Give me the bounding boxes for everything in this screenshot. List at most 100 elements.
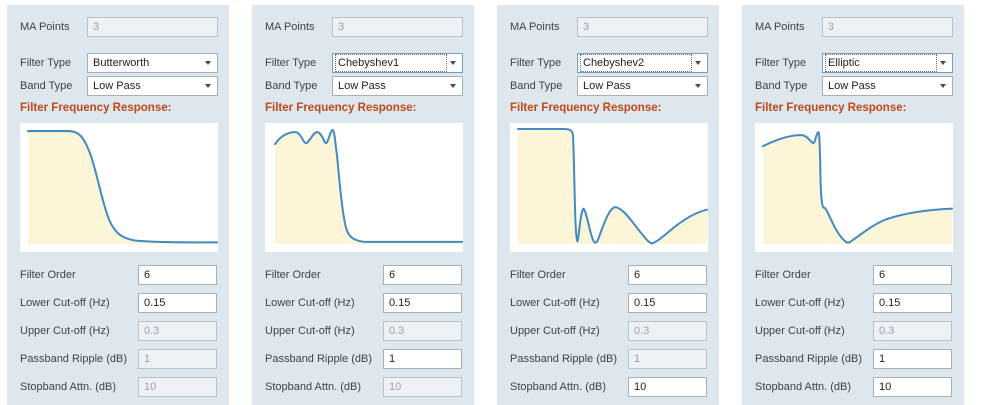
filter-type-value: Elliptic: [825, 54, 937, 72]
filter-panel-chebyshev2: MA Points Filter Type Chebyshev2 Band Ty…: [497, 5, 719, 405]
upper-cutoff-label: Upper Cut-off (Hz): [755, 325, 845, 337]
chevron-down-icon[interactable]: [446, 55, 460, 71]
stopband-attn-row: Stopband Attn. (dB): [20, 377, 218, 397]
chevron-down-icon[interactable]: [691, 55, 705, 71]
band-type-value: Low Pass: [338, 80, 386, 92]
filter-panel-chebyshev1: MA Points Filter Type Chebyshev1 Band Ty…: [252, 5, 474, 405]
filter-order-input[interactable]: [138, 265, 217, 285]
passband-ripple-input: [138, 349, 217, 369]
ma-points-label: MA Points: [510, 21, 560, 33]
band-type-label: Band Type: [265, 80, 318, 92]
upper-cutoff-row: Upper Cut-off (Hz): [20, 321, 218, 341]
band-type-value: Low Pass: [828, 80, 876, 92]
stopband-attn-label: Stopband Attn. (dB): [510, 381, 607, 393]
upper-cutoff-input: [138, 321, 217, 341]
frequency-response-header: Filter Frequency Response:: [20, 102, 172, 114]
response-area-fill: [275, 130, 462, 244]
ma-points-input: [332, 17, 463, 37]
passband-ripple-label: Passband Ripple (dB): [265, 353, 373, 365]
chevron-down-icon[interactable]: [936, 78, 950, 94]
filter-type-select[interactable]: Elliptic: [822, 53, 953, 73]
lower-cutoff-row: Lower Cut-off (Hz): [20, 293, 218, 313]
filter-type-row: Filter Type Butterworth: [20, 53, 218, 73]
ma-points-row: MA Points: [510, 17, 708, 37]
chevron-down-icon[interactable]: [691, 78, 705, 94]
response-curve: [274, 129, 463, 243]
band-type-label: Band Type: [510, 80, 563, 92]
filter-panel-butterworth: MA Points Filter Type Butterworth Band T…: [7, 5, 229, 405]
passband-ripple-row: Passband Ripple (dB): [20, 349, 218, 369]
ma-points-input: [577, 17, 708, 37]
band-type-row: Band Type Low Pass: [510, 76, 708, 96]
band-type-select[interactable]: Low Pass: [332, 76, 463, 96]
stopband-attn-input: [383, 377, 462, 397]
filter-type-label: Filter Type: [20, 57, 72, 69]
filter-type-select[interactable]: Chebyshev1: [332, 53, 463, 73]
lower-cutoff-label: Lower Cut-off (Hz): [755, 297, 845, 309]
filter-order-input[interactable]: [873, 265, 952, 285]
frequency-response-chart: [265, 123, 463, 252]
band-type-label: Band Type: [20, 80, 73, 92]
band-type-select[interactable]: Low Pass: [87, 76, 218, 96]
lower-cutoff-input[interactable]: [383, 293, 462, 313]
filter-type-label: Filter Type: [755, 57, 807, 69]
frequency-response-chart: [755, 123, 953, 252]
filter-type-row: Filter Type Chebyshev2: [510, 53, 708, 73]
passband-ripple-label: Passband Ripple (dB): [20, 353, 128, 365]
passband-ripple-input: [628, 349, 707, 369]
response-curve: [517, 128, 708, 245]
stopband-attn-label: Stopband Attn. (dB): [265, 381, 362, 393]
frequency-response-header: Filter Frequency Response:: [755, 102, 907, 114]
lower-cutoff-row: Lower Cut-off (Hz): [265, 293, 463, 313]
upper-cutoff-input: [383, 321, 462, 341]
filter-panel-elliptic: MA Points Filter Type Elliptic Band Type…: [742, 5, 964, 405]
ma-points-row: MA Points: [265, 17, 463, 37]
passband-ripple-input[interactable]: [873, 349, 952, 369]
upper-cutoff-row: Upper Cut-off (Hz): [755, 321, 953, 341]
stopband-attn-row: Stopband Attn. (dB): [510, 377, 708, 397]
frequency-response-chart: [20, 123, 218, 252]
passband-ripple-label: Passband Ripple (dB): [510, 353, 618, 365]
band-type-label: Band Type: [755, 80, 808, 92]
stopband-attn-input: [138, 377, 217, 397]
ma-points-row: MA Points: [755, 17, 953, 37]
upper-cutoff-label: Upper Cut-off (Hz): [20, 325, 110, 337]
filter-type-value: Butterworth: [93, 57, 150, 69]
filter-type-label: Filter Type: [265, 57, 317, 69]
chevron-down-icon[interactable]: [936, 55, 950, 71]
stopband-attn-input[interactable]: [628, 377, 707, 397]
filter-order-input[interactable]: [383, 265, 462, 285]
passband-ripple-label: Passband Ripple (dB): [755, 353, 863, 365]
band-type-value: Low Pass: [93, 80, 141, 92]
response-curve: [27, 130, 218, 244]
lower-cutoff-input[interactable]: [628, 293, 707, 313]
filter-type-value: Chebyshev1: [335, 54, 447, 72]
filter-order-label: Filter Order: [265, 269, 321, 281]
band-type-select[interactable]: Low Pass: [577, 76, 708, 96]
stopband-attn-row: Stopband Attn. (dB): [755, 377, 953, 397]
lower-cutoff-input[interactable]: [873, 293, 952, 313]
lower-cutoff-input[interactable]: [138, 293, 217, 313]
upper-cutoff-input: [628, 321, 707, 341]
band-type-row: Band Type Low Pass: [265, 76, 463, 96]
chevron-down-icon[interactable]: [446, 78, 460, 94]
filter-order-row: Filter Order: [20, 265, 218, 285]
filter-type-select[interactable]: Butterworth: [87, 53, 218, 73]
band-type-row: Band Type Low Pass: [20, 76, 218, 96]
stopband-attn-label: Stopband Attn. (dB): [20, 381, 117, 393]
response-curve: [762, 131, 953, 244]
passband-ripple-input[interactable]: [383, 349, 462, 369]
response-area-fill: [28, 131, 217, 244]
lower-cutoff-label: Lower Cut-off (Hz): [265, 297, 355, 309]
band-type-select[interactable]: Low Pass: [822, 76, 953, 96]
upper-cutoff-row: Upper Cut-off (Hz): [510, 321, 708, 341]
chevron-down-icon[interactable]: [201, 55, 215, 71]
filter-type-row: Filter Type Chebyshev1: [265, 53, 463, 73]
filter-order-input[interactable]: [628, 265, 707, 285]
stopband-attn-input[interactable]: [873, 377, 952, 397]
chevron-down-icon[interactable]: [201, 78, 215, 94]
filter-order-row: Filter Order: [265, 265, 463, 285]
filter-type-select[interactable]: Chebyshev2: [577, 53, 708, 73]
filter-type-label: Filter Type: [510, 57, 562, 69]
